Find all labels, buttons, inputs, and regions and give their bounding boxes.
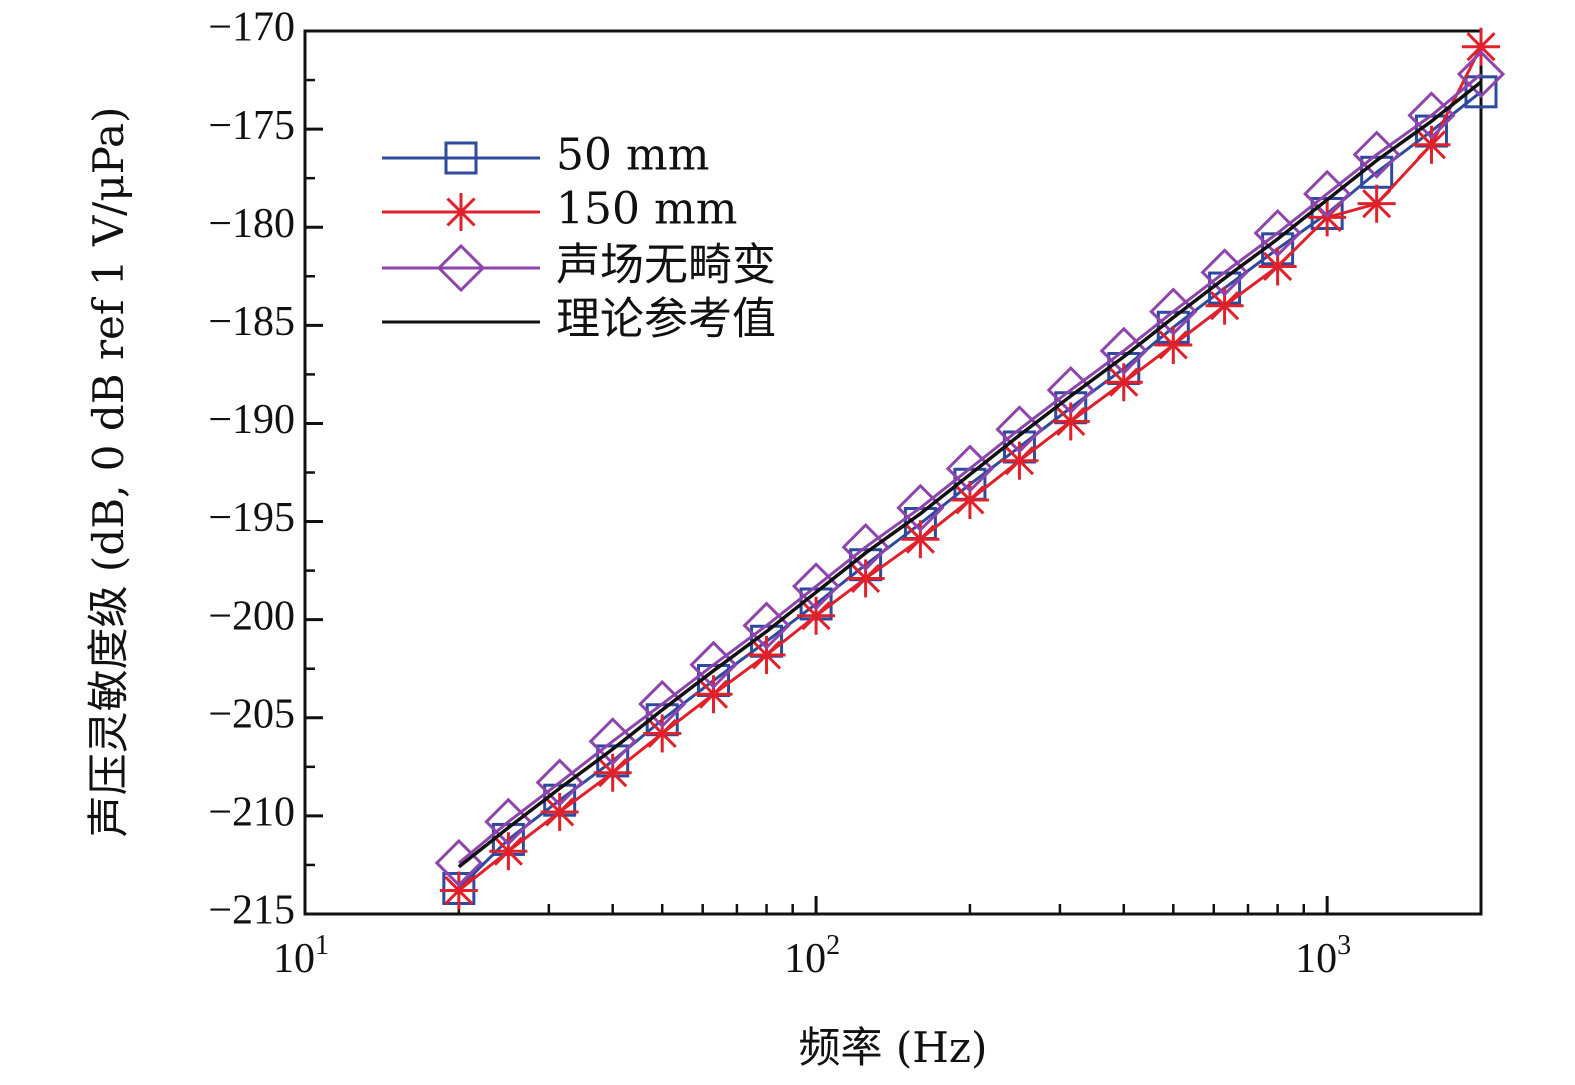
x-axis-title: 频率 (Hz) [799, 1023, 988, 1072]
asterisk-marker [1462, 27, 1500, 66]
y-tick-label: −195 [208, 495, 295, 541]
series-3 [434, 50, 1506, 888]
asterisk-marker [950, 480, 989, 519]
diamond-marker [436, 243, 486, 293]
asterisk-marker [489, 832, 528, 871]
legend-label: 理论参考值 [556, 294, 776, 345]
legend-label: 150 mm [556, 184, 737, 235]
asterisk-marker [1357, 184, 1396, 223]
legend-label: 声场无畸变 [556, 240, 776, 291]
asterisk-marker [593, 753, 632, 792]
series-line [457, 80, 1483, 869]
diamond-marker [1456, 50, 1506, 99]
series-4 [457, 80, 1483, 869]
y-tick-label: −190 [208, 397, 295, 443]
series-layer [434, 27, 1506, 910]
x-tick-base: 10 [1295, 936, 1337, 982]
series-2 [439, 27, 1500, 910]
x-tick-label: 103 [1295, 930, 1351, 982]
series-line [457, 73, 1482, 865]
asterisk-marker [797, 596, 836, 635]
diamond-marker [689, 640, 738, 689]
square-marker [444, 141, 478, 175]
legend-label: 50 mm [556, 130, 709, 181]
x-tick-exponent: 2 [826, 930, 840, 961]
x-tick-base: 10 [784, 936, 826, 982]
y-tick-label: −180 [208, 201, 295, 247]
asterisk-marker [1000, 441, 1039, 480]
y-tick-label: −185 [208, 299, 295, 345]
y-axis-title: 声压灵敏度级 (dB, 0 dB ref 1 V/μPa) [84, 107, 133, 838]
legend-item: 50 mm [382, 130, 709, 181]
y-tick-label: −200 [208, 593, 295, 639]
asterisk-marker [1104, 363, 1143, 402]
y-tick-label: −175 [208, 103, 295, 149]
plot-area [303, 29, 1483, 916]
asterisk-marker [442, 193, 480, 231]
asterisk-marker [1258, 247, 1297, 286]
asterisk-marker [540, 792, 579, 831]
y-tick-label: −205 [208, 691, 295, 737]
asterisk-marker [1051, 402, 1090, 441]
asterisk-marker [439, 871, 478, 910]
y-tick-label: −170 [208, 5, 295, 51]
y-tick-label: −210 [208, 790, 295, 836]
diamond-marker [535, 758, 584, 807]
diamond-marker [841, 522, 890, 572]
plot-frame [303, 29, 1483, 916]
y-tick-label: −215 [208, 888, 295, 934]
x-tick-label: 102 [784, 930, 840, 982]
x-tick-base: 10 [273, 936, 315, 982]
diamond-marker [1352, 130, 1401, 179]
diamond-marker [588, 717, 637, 766]
asterisk-marker [643, 714, 682, 753]
legend-item: 150 mm [382, 184, 737, 235]
x-tick-exponent: 1 [315, 930, 329, 961]
x-tick-label: 101 [273, 930, 329, 982]
asterisk-marker [694, 675, 733, 714]
legend-item: 理论参考值 [382, 294, 776, 345]
asterisk-marker [747, 635, 786, 674]
x-tick-exponent: 3 [1337, 930, 1351, 961]
y-axis: −170 −175 −180 −185 −190 −195 −200 −205 −210 −215 [208, 5, 323, 934]
legend-item: 声场无畸变 [382, 240, 776, 293]
asterisk-marker [901, 520, 940, 559]
asterisk-marker [846, 559, 885, 598]
diamond-marker [1046, 365, 1095, 415]
asterisk-marker [1412, 125, 1451, 164]
diamond-marker [1200, 248, 1249, 297]
x-axis: 101 102 103 [273, 896, 1483, 982]
